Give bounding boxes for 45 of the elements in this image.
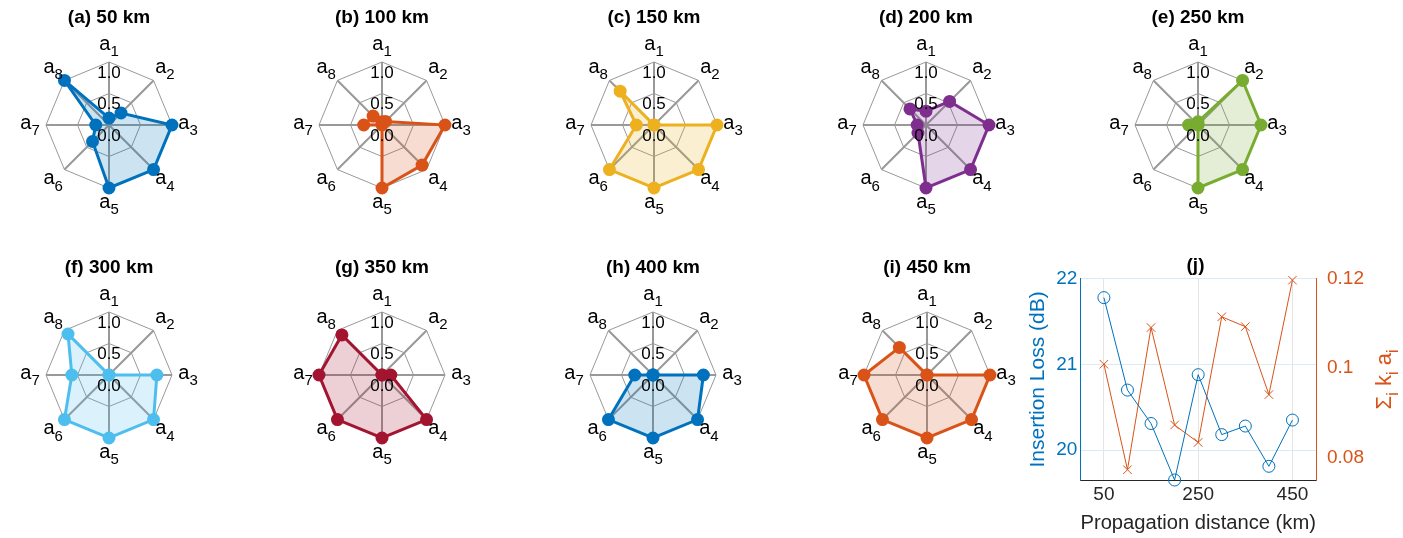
y2-axis-title: Σi ki ai (1371, 349, 1402, 410)
y-tick-label: 1.0 (1186, 62, 1210, 82)
y-tick-label: 22 (1056, 267, 1078, 289)
chart-title: (i) 450 km (883, 255, 971, 277)
x-tick-label: 50 (1093, 482, 1115, 504)
y-tick-label: 0.0 (641, 375, 665, 395)
y-tick-label: 1.0 (915, 312, 939, 332)
y-tick-label: 1.0 (97, 62, 121, 82)
x-axis-title: Propagation distance (km) (1080, 509, 1316, 534)
chart-title: (j) (1186, 253, 1205, 275)
y-tick-label: 1.0 (370, 312, 394, 332)
y-tick-label: 1.0 (641, 312, 665, 332)
y-tick-label: 1.0 (97, 312, 121, 332)
y-tick-label: 0.0 (97, 125, 121, 145)
y-tick-label: 1.0 (370, 62, 394, 82)
y2-tick-label: 0.12 (1327, 267, 1364, 289)
x-tick-label: 250 (1182, 482, 1215, 504)
chart-title: (g) 350 km (335, 255, 429, 277)
y-tick-label: 20 (1056, 438, 1078, 460)
y-tick-label: 0.5 (370, 344, 394, 364)
y-tick-label: 0.5 (641, 344, 665, 364)
y-tick-label: 1.0 (914, 62, 938, 82)
y-tick-label: 21 (1056, 352, 1078, 374)
y-tick-label: 0.5 (97, 94, 121, 114)
y-tick-label: 0.5 (1186, 94, 1210, 114)
y-tick-label: 0.0 (370, 375, 394, 395)
y-tick-label: 0.0 (915, 375, 939, 395)
chart-title: (d) 200 km (879, 5, 973, 27)
y-tick-label: 0.5 (642, 94, 666, 114)
chart-title: (a) 50 km (67, 5, 151, 27)
y-tick-label: 0.0 (642, 125, 666, 145)
y-tick-label: 1.0 (642, 62, 666, 82)
x-tick-label: 450 (1276, 482, 1309, 504)
y-tick-label: 0.5 (915, 344, 939, 364)
y2-tick-label: 0.08 (1327, 445, 1364, 467)
y2-tick-label: 0.1 (1327, 356, 1354, 378)
y-tick-label: 0.5 (370, 94, 394, 114)
chart-title: (c) 150 km (607, 5, 701, 27)
chart-title: (b) 100 km (335, 5, 429, 27)
y-tick-label: 0.5 (97, 344, 121, 364)
y-tick-label: 0.0 (97, 375, 121, 395)
chart-title: (f) 300 km (64, 255, 154, 277)
chart-title: (h) 400 km (606, 255, 700, 277)
y-axis-title: Insertion Loss (dB) (1025, 291, 1049, 468)
chart-title: (e) 250 km (1151, 5, 1245, 27)
